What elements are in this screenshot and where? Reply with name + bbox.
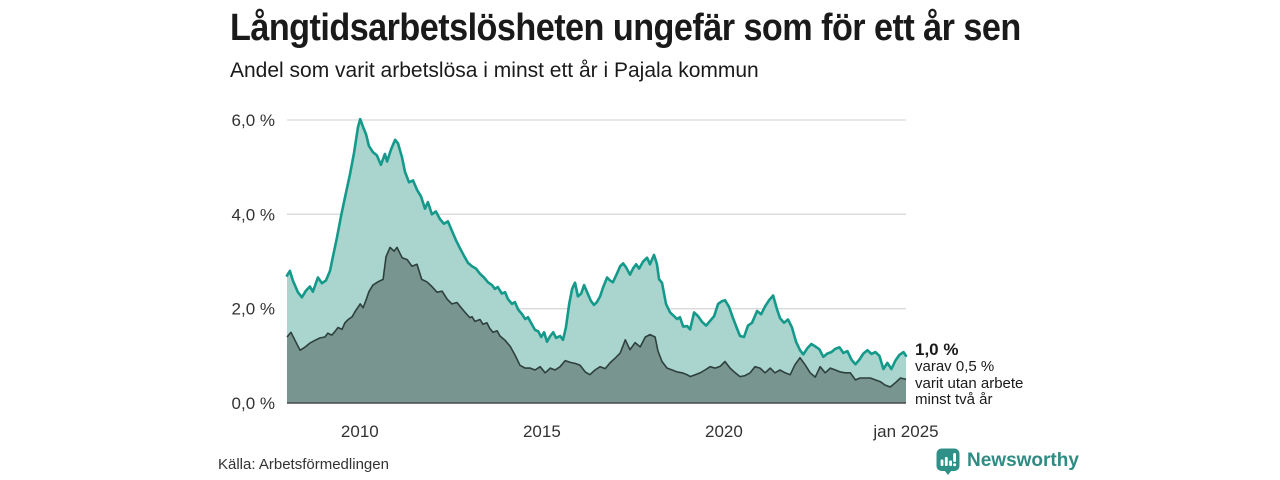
x-tick-label-2020: 2020	[705, 422, 743, 441]
area-unemployed-two-years	[287, 247, 906, 403]
last-value-annotation: 1,0 % varav 0,5 % varit utan arbete mins…	[915, 341, 1065, 409]
y-tick-label-4: 4,0 %	[232, 205, 275, 224]
annotation-line-1: varav 0,5 %	[915, 358, 995, 375]
page-subtitle: Andel som varit arbetslösa i minst ett å…	[230, 59, 759, 82]
x-tick-label-2015: 2015	[523, 422, 561, 441]
x-tick-label-2025: jan 2025	[872, 422, 938, 441]
annotation-line-3: minst två år	[915, 391, 993, 408]
source-note: Källa: Arbetsförmedlingen	[218, 456, 389, 473]
annotation-value: 1,0 %	[915, 340, 959, 359]
y-tick-label-0: 0,0 %	[232, 394, 275, 413]
annotation-line-2: varit utan arbete	[915, 374, 1024, 392]
newsworthy-icon	[936, 448, 960, 475]
y-tick-label-2: 2,0 %	[232, 300, 275, 319]
y-tick-label-6: 6,0 %	[232, 111, 275, 130]
newsworthy-wordmark: Newsworthy	[967, 450, 1079, 471]
x-tick-label-2010: 2010	[341, 422, 379, 441]
newsworthy-logo: Newsworthy	[936, 448, 1079, 476]
line-unemployed-one-year	[285, 117, 908, 371]
line-unemployed-two-years	[286, 246, 907, 388]
page-title: Långtidsarbetslösheten ungefär som för e…	[230, 7, 1021, 49]
